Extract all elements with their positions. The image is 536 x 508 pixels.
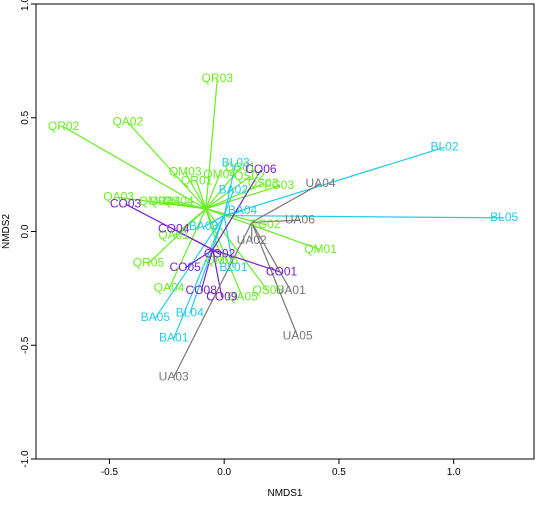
spoke-co05 xyxy=(184,249,214,269)
site-label-ba05: BA05 xyxy=(141,310,171,324)
site-label-qs03: QS03 xyxy=(248,176,279,190)
site-label-ba01: BA01 xyxy=(159,331,189,345)
site-label-qs05: QS05 xyxy=(252,283,283,297)
axes-layer: -0.5 0.0 0.5 1.0 -1.0 -0.5 0.0 0.5 1.0 xyxy=(20,0,535,478)
site-label-qs02: QS02 xyxy=(234,169,265,183)
y-tick-label: 0.0 xyxy=(20,224,31,238)
site-label-co08: CO08 xyxy=(186,283,218,297)
x-tick-label: 0.5 xyxy=(332,467,346,478)
x-tick-label: -0.5 xyxy=(101,467,119,478)
site-label-ba03: BA03 xyxy=(189,219,219,233)
spoke-ba05 xyxy=(154,215,225,319)
site-label-qm03: QM03 xyxy=(169,165,202,179)
y-tick-label: -0.5 xyxy=(20,336,31,354)
y-tick-label: -1.0 xyxy=(20,450,31,468)
spoke-co09 xyxy=(212,249,223,298)
site-label-bl02: BL02 xyxy=(430,139,458,153)
site-label-co06: CO06 xyxy=(245,162,277,176)
spoke-ua03 xyxy=(173,222,253,378)
y-axis-title: NMDS2 xyxy=(1,214,12,249)
spoke-co04 xyxy=(173,228,213,251)
spoke-co08 xyxy=(200,249,214,291)
spoke-fg03 xyxy=(205,185,280,210)
spoke-qm04 xyxy=(205,174,221,209)
spoke-ba03 xyxy=(203,215,225,228)
spoke-bl04 xyxy=(189,215,225,314)
site-label-co03: CO03 xyxy=(110,196,142,210)
spoke-qr02 xyxy=(63,126,207,210)
site-label-bl03: BL03 xyxy=(222,155,250,169)
site-label-qs04: QS04 xyxy=(163,194,194,208)
spoke-qs01 xyxy=(205,167,241,210)
spoke-bl05 xyxy=(224,214,505,219)
site-label-qa01: QA01 xyxy=(158,228,189,242)
x-tick-label: 0.0 xyxy=(217,467,231,478)
site-label-qr02: QR02 xyxy=(48,119,80,133)
spoke-bl01 xyxy=(223,215,234,269)
spoke-co06 xyxy=(212,169,262,251)
x-tick-label: 1.0 xyxy=(447,467,461,478)
site-label-qm02: QM02 xyxy=(139,194,172,208)
spoke-qm03 xyxy=(184,172,207,210)
site-label-ua04: UA04 xyxy=(306,176,336,190)
x-axis-title: NMDS1 xyxy=(267,488,302,499)
spokes-layer xyxy=(63,79,505,378)
site-label-ua02: UA02 xyxy=(237,233,267,247)
site-label-bl05: BL05 xyxy=(490,210,518,224)
site-label-qr05: QR05 xyxy=(133,256,165,270)
site-label-qa02: QA02 xyxy=(112,114,143,128)
site-label-ua01: UA01 xyxy=(276,283,306,297)
spoke-ba02 xyxy=(223,190,234,216)
y-tick-label: 0.5 xyxy=(20,110,31,124)
site-label-qm01: QM01 xyxy=(304,242,337,256)
site-label-ua05: UA05 xyxy=(283,328,313,342)
y-tick-label: 1.0 xyxy=(20,0,31,11)
spoke-qr03 xyxy=(205,79,218,209)
spoke-qs04 xyxy=(178,201,206,210)
spoke-ua05 xyxy=(251,222,299,337)
site-label-ua03: UA03 xyxy=(159,369,189,383)
site-label-qr01: QR01 xyxy=(181,174,213,188)
plot-frame xyxy=(35,3,535,460)
spoke-qr05 xyxy=(148,208,207,264)
site-label-qr03: QR03 xyxy=(202,71,234,85)
site-label-co05: CO05 xyxy=(169,260,201,274)
spoke-qr01 xyxy=(196,181,207,209)
site-label-qs01: QS01 xyxy=(225,160,256,174)
site-label-fg03: FG03 xyxy=(264,178,294,192)
site-label-qr04: QR04 xyxy=(149,194,181,208)
spoke-qa04 xyxy=(168,208,207,289)
spoke-qa02 xyxy=(127,121,207,210)
spoke-qs03 xyxy=(205,183,264,210)
spoke-bl03 xyxy=(223,163,237,216)
site-label-bl01: BL01 xyxy=(219,260,247,274)
site-label-ba04: BA04 xyxy=(228,203,258,217)
spoke-bl02 xyxy=(224,146,445,217)
site-label-qa04: QA04 xyxy=(154,281,185,295)
site-label-co04: CO04 xyxy=(158,221,190,235)
site-label-qa05: QA05 xyxy=(227,290,258,304)
site-label-co09: CO09 xyxy=(206,290,238,304)
spoke-ua01 xyxy=(251,222,292,291)
site-label-qm04: QM04 xyxy=(203,167,236,181)
spoke-ba01 xyxy=(173,215,225,339)
site-label-qm05: QM05 xyxy=(206,253,239,267)
site-label-bl04: BL04 xyxy=(176,306,204,320)
site-label-co01: CO01 xyxy=(266,265,298,279)
spoke-qs05 xyxy=(205,208,269,292)
spoke-ua04 xyxy=(251,183,321,223)
site-label-ua06: UA06 xyxy=(285,212,315,226)
spoke-ba04 xyxy=(224,210,243,217)
site-label-qa03: QA03 xyxy=(103,190,134,204)
site-label-fg02: FG02 xyxy=(250,217,280,231)
spoke-ua06 xyxy=(251,219,300,223)
spoke-qs02 xyxy=(205,176,250,210)
site-label-co02: CO02 xyxy=(204,246,236,260)
site-label-ba02: BA02 xyxy=(219,183,249,197)
